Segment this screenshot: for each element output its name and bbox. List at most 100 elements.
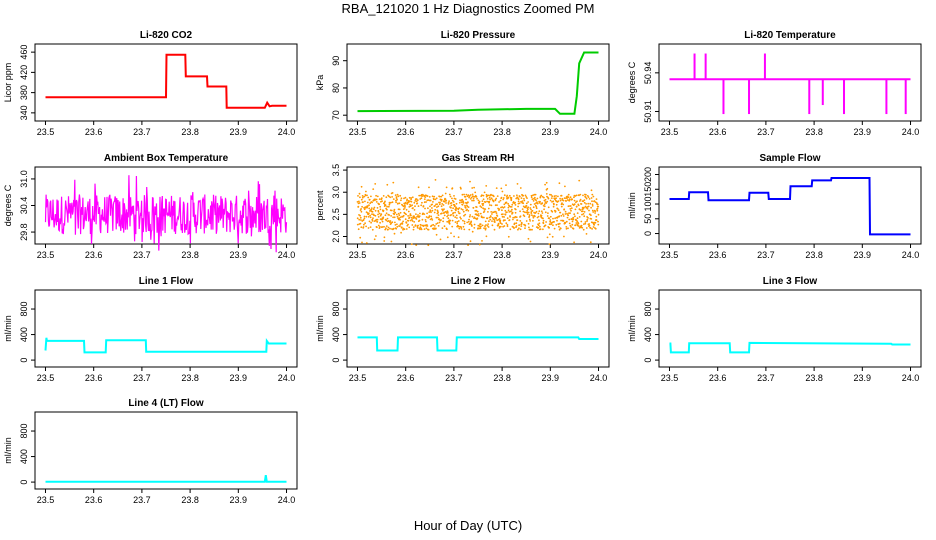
data-point [370,207,373,210]
data-point [365,190,367,193]
data-point [387,220,390,222]
data-point [393,232,396,235]
data-point [587,196,590,199]
data-point [435,223,438,225]
data-point [527,208,529,211]
data-point [379,221,381,224]
x-tick-label: 23.6 [85,250,103,260]
y-tick-label: 380 [19,85,29,100]
data-point [498,201,500,203]
x-tick-label: 23.5 [37,495,55,505]
x-tick-label: 23.9 [542,373,560,383]
data-point [381,226,384,228]
data-point [364,194,367,197]
data-point [446,228,448,231]
x-tick-label: 24.0 [278,127,296,137]
data-point [482,194,485,197]
data-point [427,244,430,247]
y-tick-label: 3.0 [331,186,341,199]
data-point [394,221,396,224]
data-point [432,201,434,203]
x-tick-label: 24.0 [278,373,296,383]
data-point [558,215,561,218]
data-point [391,221,394,224]
data-point [445,186,448,189]
data-point [525,205,528,207]
data-point [453,195,455,197]
data-point [558,182,561,185]
data-point [535,210,538,213]
data-point [447,212,449,214]
data-point [460,226,463,229]
data-point [502,198,505,201]
data-point [362,219,365,221]
data-point [471,187,474,189]
data-point [535,207,538,210]
data-point [495,187,498,190]
data-point [522,202,525,205]
data-point [358,202,361,204]
data-point [369,226,372,229]
data-point [549,199,552,202]
data-point [403,197,405,200]
data-point [406,199,408,202]
data-point [571,198,574,201]
y-tick-label: 0 [19,480,29,485]
x-tick-label: 23.9 [854,373,872,383]
data-point [416,226,419,229]
data-point [550,197,553,200]
data-point [479,212,482,215]
data-point [371,228,374,231]
data-point [565,226,568,228]
data-point [503,225,506,227]
data-point [491,213,493,215]
data-point [553,227,556,230]
data-point [495,197,498,200]
plot-frame [34,43,298,122]
data-point [555,195,557,197]
data-point [572,218,575,221]
data-point [583,199,586,202]
data-point [531,228,533,231]
data-point [567,205,570,208]
data-point [559,227,562,230]
data-point [380,213,383,216]
data-point [440,198,443,201]
data-point [419,212,421,215]
data-point [426,225,429,227]
y-tick-label: 31.0 [19,170,29,188]
x-tick-label: 23.6 [709,127,727,137]
data-point [550,194,552,196]
data-point [446,236,449,239]
x-tick-label: 23.8 [493,127,511,137]
data-point [547,212,549,215]
data-point [458,212,461,215]
data-point [435,227,437,230]
data-point [389,220,392,222]
y-axis-label: kPa [315,75,325,91]
data-point [447,201,450,204]
data-point [415,198,418,200]
data-point [368,207,371,210]
y-axis-label: degrees C [3,184,13,226]
data-point [586,207,589,210]
data-point [378,203,381,206]
data-point [416,202,419,205]
data-point [486,200,488,203]
data-point [529,240,532,243]
data-point [463,228,466,231]
data-point [504,213,507,216]
data-point [542,217,544,220]
data-point [590,189,593,192]
data-point [438,203,441,206]
data-point [415,244,418,247]
data-point [545,221,547,223]
data-point [515,216,518,219]
data-point [522,194,524,197]
data-point [417,205,420,208]
data-point [364,200,366,203]
x-tick-label: 23.8 [181,495,199,505]
data-point [569,224,572,227]
data-point [443,225,446,228]
data-point [557,209,560,212]
